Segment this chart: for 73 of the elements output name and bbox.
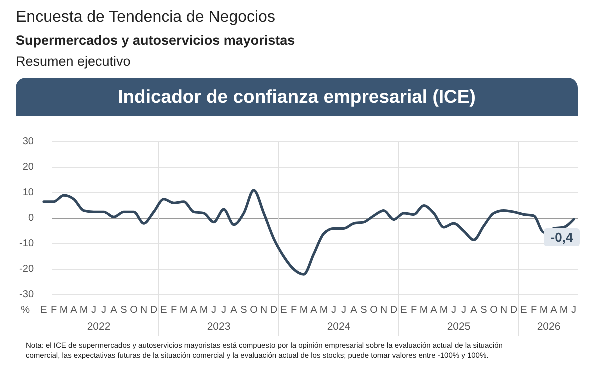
x-tick-label: M (540, 305, 548, 316)
x-tick-label: S (480, 305, 488, 316)
line-series (42, 189, 576, 276)
x-tick-label: E (280, 305, 288, 316)
y-tick-label: -10 (20, 238, 34, 250)
x-tick-label: M (180, 305, 188, 316)
x-tick-label: A (470, 305, 478, 316)
x-tick-label: M (440, 305, 448, 316)
x-tick-label: M (300, 305, 308, 316)
x-tick-label: M (80, 305, 88, 316)
x-tick-label: A (110, 305, 118, 316)
x-tick-label: F (530, 305, 538, 316)
x-tick-label: O (250, 305, 258, 316)
x-tick-label: D (150, 305, 158, 316)
x-tick-label: O (370, 305, 378, 316)
x-tick-label: E (520, 305, 528, 316)
text: 2024 (327, 321, 351, 333)
x-tick-label: N (500, 305, 508, 316)
text: 2026 (537, 321, 561, 333)
text: 2023 (207, 321, 231, 333)
x-tick-label: M (320, 305, 328, 316)
x-tick-label: D (390, 305, 398, 316)
x-tick-label: E (160, 305, 168, 316)
x-tick-label: A (310, 305, 318, 316)
x-tick-label: O (490, 305, 498, 316)
x-tick-label: J (462, 305, 466, 316)
x-tick-label: A (190, 305, 198, 316)
x-tick-label: F (290, 305, 298, 316)
x-tick-label: J (102, 305, 106, 316)
x-tick-label: N (260, 305, 268, 316)
x-tick-label: J (342, 305, 346, 316)
text: 2025 (447, 321, 471, 333)
x-tick-label: S (360, 305, 368, 316)
y-tick-label: 10 (22, 188, 34, 199)
x-tick-label: E (40, 305, 48, 316)
x-tick-label: J (572, 305, 576, 316)
x-tick-label: J (452, 305, 456, 316)
x-tick-label: J (92, 305, 96, 316)
chart-title: Encuesta de Tendencia de Negocios (16, 9, 276, 26)
x-tick-label: S (240, 305, 248, 316)
x-tick-label: F (410, 305, 418, 316)
x-tick-label: M (420, 305, 428, 316)
y-axis-title: % (21, 305, 30, 316)
y-tick-label: 20 (22, 162, 34, 174)
data-label: -0,4 (550, 230, 574, 246)
x-tick-label: M (560, 305, 568, 316)
x-tick-label: O (130, 305, 138, 316)
text: 2022 (87, 321, 111, 333)
x-tick-label: J (222, 305, 226, 316)
y-tick-label: -30 (20, 290, 34, 301)
x-tick-label: N (380, 305, 388, 316)
y-tick-label: 30 (22, 136, 34, 148)
x-tick-label: A (430, 305, 438, 316)
y-tick-label: 0 (28, 213, 34, 224)
chart-subtitle: Supermercados y autoservicios mayoristas (16, 33, 296, 48)
y-tick-label: -20 (20, 264, 34, 276)
x-tick-label: J (332, 305, 336, 316)
x-tick-label: J (212, 305, 216, 316)
x-tick-label: E (400, 305, 408, 316)
x-tick-label: A (70, 305, 78, 316)
x-tick-label: S (120, 305, 128, 316)
text: Indicador de confianza empresarial (ICE) (118, 86, 476, 107)
text: Resumen ejecutivo (16, 54, 131, 69)
x-tick-label: M (60, 305, 68, 316)
x-tick-label: D (270, 305, 278, 316)
x-tick-label: F (170, 305, 178, 316)
x-tick-label: A (550, 305, 558, 316)
x-tick-label: M (200, 305, 208, 316)
x-tick-label: A (350, 305, 358, 316)
x-tick-label: F (50, 305, 58, 316)
x-tick-label: A (230, 305, 238, 316)
x-tick-label: D (510, 305, 518, 316)
x-tick-label: N (140, 305, 148, 316)
